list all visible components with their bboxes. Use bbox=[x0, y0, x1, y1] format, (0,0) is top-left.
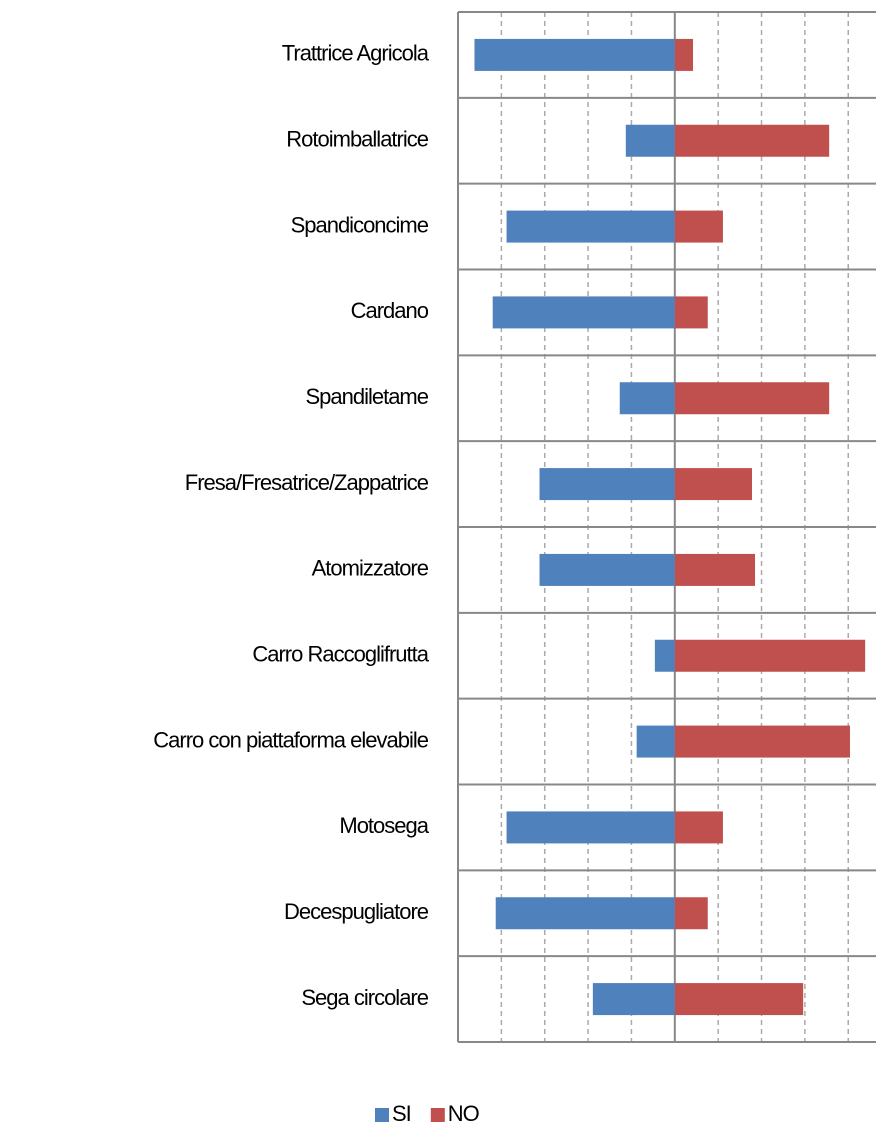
y-tick-label: Atomizzatore bbox=[312, 556, 429, 581]
bar bbox=[492, 296, 675, 329]
bar bbox=[674, 639, 866, 672]
bar bbox=[619, 382, 675, 415]
bar bbox=[636, 725, 675, 758]
bar bbox=[674, 38, 694, 71]
y-tick-label: Sega circolare bbox=[301, 985, 428, 1010]
y-tick-label: Trattrice Agricola bbox=[282, 41, 430, 66]
bar bbox=[506, 210, 675, 243]
bar bbox=[474, 38, 675, 71]
bar bbox=[625, 124, 675, 157]
bar bbox=[674, 382, 830, 415]
y-tick-label: Spandiletame bbox=[305, 384, 428, 409]
legend-label: SI bbox=[392, 1101, 411, 1126]
bar bbox=[674, 468, 752, 501]
bar bbox=[674, 897, 708, 930]
bar bbox=[674, 811, 723, 844]
y-tick-label: Decespugliatore bbox=[284, 899, 429, 924]
bar bbox=[592, 983, 675, 1016]
bar bbox=[654, 639, 675, 672]
bar bbox=[539, 553, 675, 586]
bar bbox=[506, 811, 675, 844]
y-tick-label: Motosega bbox=[339, 813, 429, 838]
y-tick-label: Spandiconcime bbox=[291, 212, 429, 237]
bar bbox=[674, 553, 756, 586]
bar bbox=[674, 983, 804, 1016]
y-tick-label: Rotoimballatrice bbox=[286, 127, 428, 152]
y-tick-label: Cardano bbox=[351, 298, 429, 323]
bar bbox=[674, 725, 850, 758]
bar bbox=[539, 468, 675, 501]
bar bbox=[674, 124, 830, 157]
y-tick-label: Carro Raccoglifrutta bbox=[252, 642, 429, 667]
legend-swatch bbox=[430, 1108, 445, 1122]
bar bbox=[674, 296, 708, 329]
bar bbox=[495, 897, 675, 930]
bar bbox=[674, 210, 723, 243]
legend-label: NO bbox=[448, 1101, 480, 1126]
y-tick-label: Fresa/Fresatrice/Zappatrice bbox=[185, 470, 429, 495]
legend-swatch bbox=[375, 1108, 389, 1122]
y-tick-label: Carro con piattaforma elevabile bbox=[153, 727, 428, 752]
